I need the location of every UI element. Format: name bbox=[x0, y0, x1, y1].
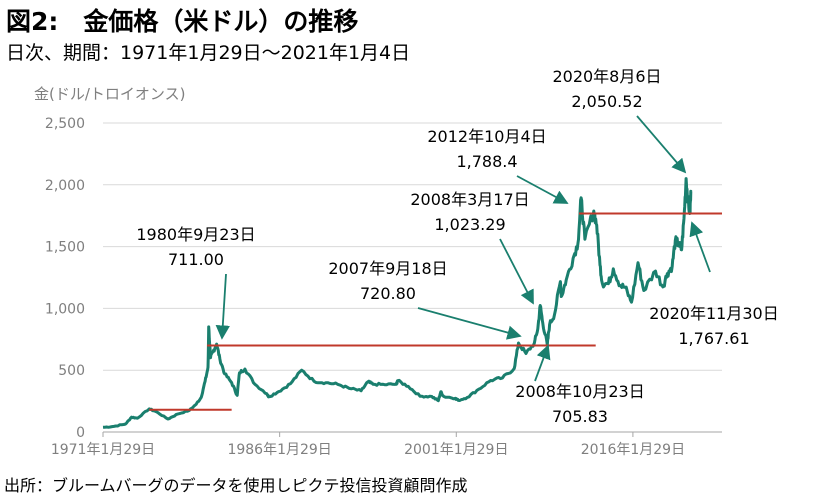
chart-subtitle: 日次、期間：1971年1月29日～2021年1月4日 bbox=[6, 42, 411, 64]
annotation-value: 705.83 bbox=[552, 407, 608, 426]
annotation-arrow bbox=[417, 307, 522, 340]
y-tick-label: 2,000 bbox=[45, 178, 85, 194]
annotation-value: 711.00 bbox=[168, 250, 224, 269]
y-axis-label: 金(ドル/トロイオンス) bbox=[34, 85, 185, 103]
annotation-date: 2008年3月17日 bbox=[410, 190, 529, 209]
y-tick-label: 1,000 bbox=[45, 301, 85, 317]
annotation-arrow bbox=[534, 344, 551, 382]
annotation-value: 1,788.4 bbox=[456, 152, 517, 171]
annotation-arrow bbox=[636, 115, 687, 174]
y-tick-label: 1,500 bbox=[45, 240, 85, 256]
annotation-date: 2007年9月18日 bbox=[328, 259, 447, 278]
gold-price-line bbox=[102, 177, 693, 429]
x-tick-label: 2001年1月29日 bbox=[404, 442, 508, 458]
reference-lines bbox=[149, 212, 722, 411]
annotation-arrow bbox=[499, 238, 534, 305]
annotation-date: 2020年11月30日 bbox=[649, 304, 778, 323]
y-tick-label: 2,500 bbox=[45, 116, 85, 132]
annotation-value: 1,023.29 bbox=[434, 215, 505, 234]
chart-title: 図2: 金価格（米ドル）の推移 bbox=[6, 7, 359, 36]
y-tick-label: 500 bbox=[58, 363, 85, 379]
annotation-arrow bbox=[689, 221, 711, 273]
annotations: 1980年9月23日 711.00 2007年9月18日 720.80 2008年3月1… bbox=[136, 67, 778, 426]
annotation-date: 1980年9月23日 bbox=[136, 225, 255, 244]
annotation-value: 720.80 bbox=[360, 284, 416, 303]
annotation-value: 2,050.52 bbox=[571, 92, 642, 111]
annotation-value: 1,767.61 bbox=[678, 329, 749, 348]
source-note: 出所：ブルームバーグのデータを使用しピクテ投信投資顧問作成 bbox=[4, 476, 468, 495]
x-tick-label: 1986年1月29日 bbox=[227, 442, 331, 458]
annotation-date: 2012年10月4日 bbox=[427, 127, 546, 146]
annotation-date: 2008年10月23日 bbox=[515, 382, 644, 401]
annotation-arrow bbox=[516, 175, 569, 204]
x-tick-label: 1971年1月29日 bbox=[51, 442, 155, 458]
annotation-arrow bbox=[215, 273, 230, 340]
axes: 0 500 1,000 1,500 2,000 2,500 1971年1月29日 1986年1… bbox=[34, 85, 722, 458]
annotation-date: 2020年8月6日 bbox=[552, 67, 661, 86]
x-tick-label: 2016年1月29日 bbox=[581, 442, 685, 458]
y-tick-label: 0 bbox=[76, 425, 85, 441]
series-layer bbox=[102, 177, 693, 429]
